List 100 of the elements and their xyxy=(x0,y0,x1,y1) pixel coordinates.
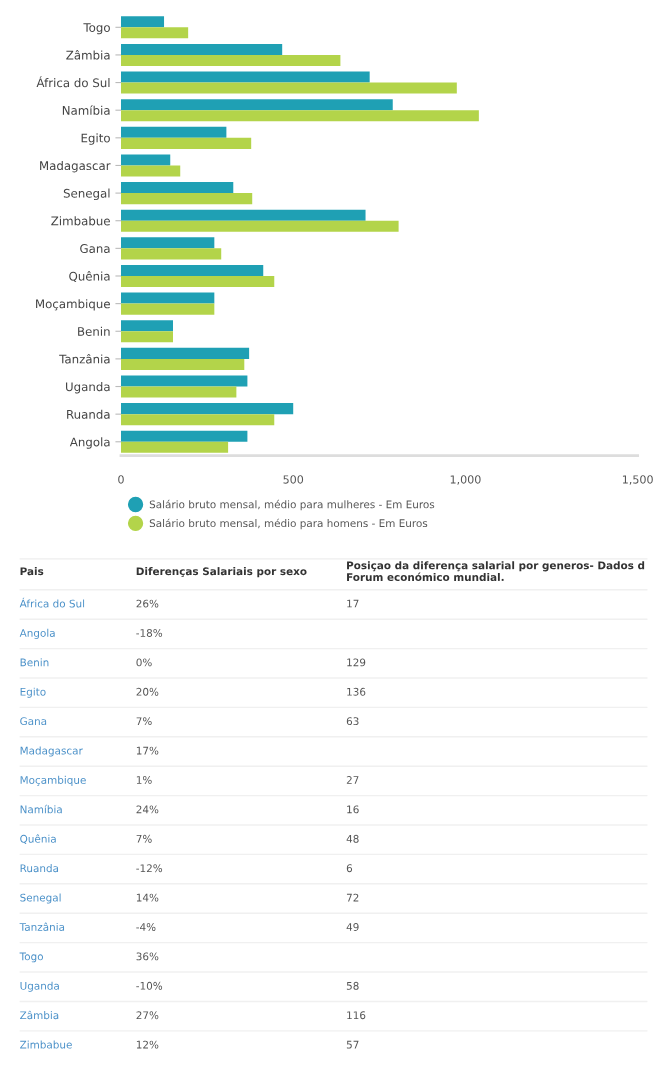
category-label: Madagascar xyxy=(20,746,83,757)
data-label: 17% xyxy=(136,746,159,755)
data-label: 63 xyxy=(346,717,359,726)
category-label: Zâmbia xyxy=(20,1010,59,1020)
data-label: 20% xyxy=(136,687,159,696)
bar xyxy=(120,99,393,111)
bar xyxy=(120,320,173,332)
y-tick-label: África do Sul xyxy=(36,76,110,88)
bar xyxy=(120,82,457,94)
bar xyxy=(120,358,245,370)
x-tick-label: 1,000 xyxy=(450,475,481,485)
bar xyxy=(120,264,264,276)
category-label: Ruanda xyxy=(20,864,59,873)
category-label: Quênia xyxy=(20,834,56,844)
category-label: Uganda xyxy=(20,981,59,992)
bar xyxy=(120,375,248,387)
data-label: 48 xyxy=(346,834,359,843)
data-label: 24% xyxy=(136,805,159,814)
data-label: 72 xyxy=(346,893,359,902)
bar xyxy=(120,441,229,453)
category-label: Angola xyxy=(19,628,55,639)
bar xyxy=(120,331,173,343)
category-label: Tanzânia xyxy=(19,922,65,931)
bar xyxy=(120,414,275,426)
legend-label: Salário bruto mensal, médio para homens - Em Euros xyxy=(149,518,428,530)
y-tick-label: Gana xyxy=(80,244,110,254)
data-label: 17 xyxy=(347,599,359,608)
bar xyxy=(120,182,234,194)
category-label: Senegal xyxy=(20,893,61,904)
text: Diferenças Salariais por sexo xyxy=(136,567,307,578)
data-label: 129 xyxy=(347,658,366,667)
y-tick-label: Ruanda xyxy=(67,409,110,419)
data-label: 1% xyxy=(136,776,152,784)
bar xyxy=(120,275,275,288)
bar xyxy=(120,126,227,138)
bar xyxy=(120,43,283,55)
legend-label: Salário bruto mensal, médio para mulheres - Em Euros xyxy=(149,499,435,511)
category-label: Gana xyxy=(20,717,47,726)
bar xyxy=(120,209,366,221)
category-label: Namíbia xyxy=(20,804,62,814)
y-tick-label: Egito xyxy=(81,133,110,145)
bar xyxy=(120,165,181,177)
text: Pais xyxy=(20,567,44,576)
y-tick-label: Madagascar xyxy=(40,160,111,173)
bar xyxy=(120,347,250,359)
text: Posiçao da diferença salarial por generos- Dados d Forum económico mundial. xyxy=(347,561,645,582)
bar xyxy=(120,154,171,166)
y-tick-label: Zimbabue xyxy=(51,216,110,226)
bar xyxy=(120,16,165,28)
bar xyxy=(120,137,252,149)
bar xyxy=(120,220,399,232)
x-tick-label: 1,500 xyxy=(622,475,653,485)
data-label: 12% xyxy=(136,1040,159,1049)
bar xyxy=(120,110,479,122)
bar xyxy=(120,403,294,415)
data-label: 7% xyxy=(136,834,152,843)
data-label: 14% xyxy=(136,893,159,902)
data-label: 6 xyxy=(346,864,353,873)
bar xyxy=(120,193,253,205)
data-label: -10% xyxy=(136,981,163,990)
data-label: 27 xyxy=(346,776,359,784)
data-label: 16 xyxy=(347,805,359,814)
y-tick-label: Zâmbia xyxy=(66,49,110,60)
bar xyxy=(120,292,215,304)
data-label: 116 xyxy=(347,1011,366,1020)
bar xyxy=(120,27,189,39)
data-label: -18% xyxy=(136,629,163,637)
bar xyxy=(120,430,248,442)
bar xyxy=(120,71,370,83)
y-tick-label: Tanzânia xyxy=(59,353,110,364)
x-tick-label: 500 xyxy=(283,475,304,484)
data-label: 57 xyxy=(346,1040,359,1049)
data-label: 58 xyxy=(346,981,359,990)
x-tick-label: 0 xyxy=(118,475,124,484)
y-tick-label: Moçambique xyxy=(36,299,110,311)
category-label: Moçambique xyxy=(20,775,86,786)
y-tick-label: Namíbia xyxy=(62,105,110,115)
y-tick-label: Senegal xyxy=(63,188,110,201)
bar xyxy=(120,248,222,260)
bar xyxy=(120,237,215,249)
bar xyxy=(120,303,215,315)
category-label: Benin xyxy=(20,658,49,667)
data-label: -12% xyxy=(136,864,163,873)
y-tick-label: Benin xyxy=(78,326,110,336)
category-label: África do Sul xyxy=(19,597,85,608)
category-label: Togo xyxy=(19,952,43,963)
data-label: 7% xyxy=(136,717,152,726)
bar xyxy=(120,386,237,398)
y-tick-label: Uganda xyxy=(66,382,110,394)
y-tick-label: Angola xyxy=(69,437,110,449)
y-tick-label: Quênia xyxy=(69,271,110,282)
data-label: 136 xyxy=(347,687,366,696)
data-label: -4% xyxy=(136,923,156,931)
data-label: 36% xyxy=(136,952,159,961)
data-label: 27% xyxy=(136,1011,159,1020)
category-label: Zimbabue xyxy=(20,1040,72,1049)
data-label: 49 xyxy=(346,923,359,931)
y-tick-label: Togo xyxy=(83,23,110,35)
category-label: Egito xyxy=(20,687,46,698)
bar xyxy=(120,54,341,66)
